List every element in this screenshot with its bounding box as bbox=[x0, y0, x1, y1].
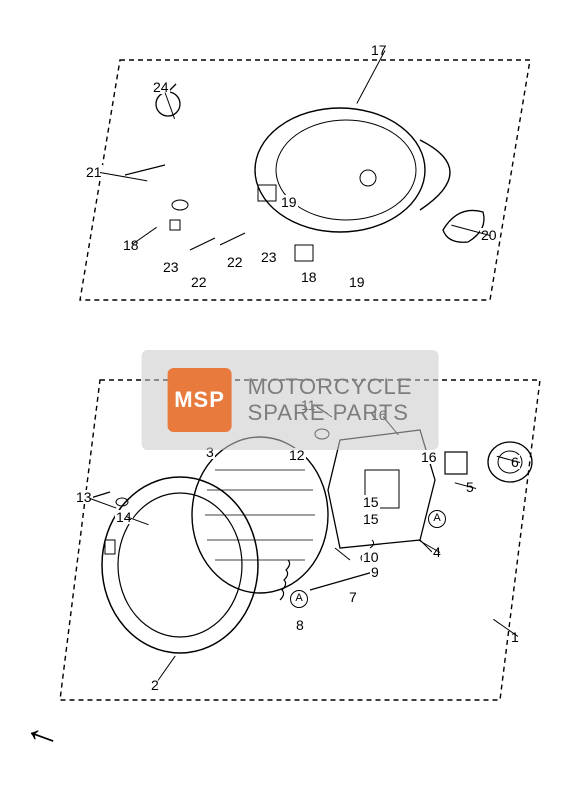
bulb-boot bbox=[440, 430, 540, 500]
callout-23: 23 bbox=[162, 260, 180, 274]
callout-10: 10 bbox=[362, 550, 380, 564]
callout-3: 3 bbox=[205, 445, 215, 459]
callout-9: 9 bbox=[370, 565, 380, 579]
callout-22: 22 bbox=[226, 255, 244, 269]
callout-19: 19 bbox=[280, 195, 298, 209]
callout-12: 12 bbox=[288, 448, 306, 462]
callout-4: 4 bbox=[432, 545, 442, 559]
callout-7: 7 bbox=[348, 590, 358, 604]
callout-22: 22 bbox=[190, 275, 208, 289]
callout-23: 23 bbox=[260, 250, 278, 264]
callout-19: 19 bbox=[348, 275, 366, 289]
diagram-stage: → 17242118232222231919182011121616131432… bbox=[0, 0, 580, 800]
callout-8: 8 bbox=[295, 618, 305, 632]
callout-15: 15 bbox=[362, 512, 380, 526]
adjust-hardware bbox=[270, 540, 410, 630]
circle-label-A: A bbox=[428, 510, 446, 528]
callout-15: 15 bbox=[362, 495, 380, 509]
callout-16: 16 bbox=[420, 450, 438, 464]
circle-label-A: A bbox=[290, 590, 308, 608]
callout-24: 24 bbox=[152, 80, 170, 94]
callout-18: 18 bbox=[300, 270, 318, 284]
